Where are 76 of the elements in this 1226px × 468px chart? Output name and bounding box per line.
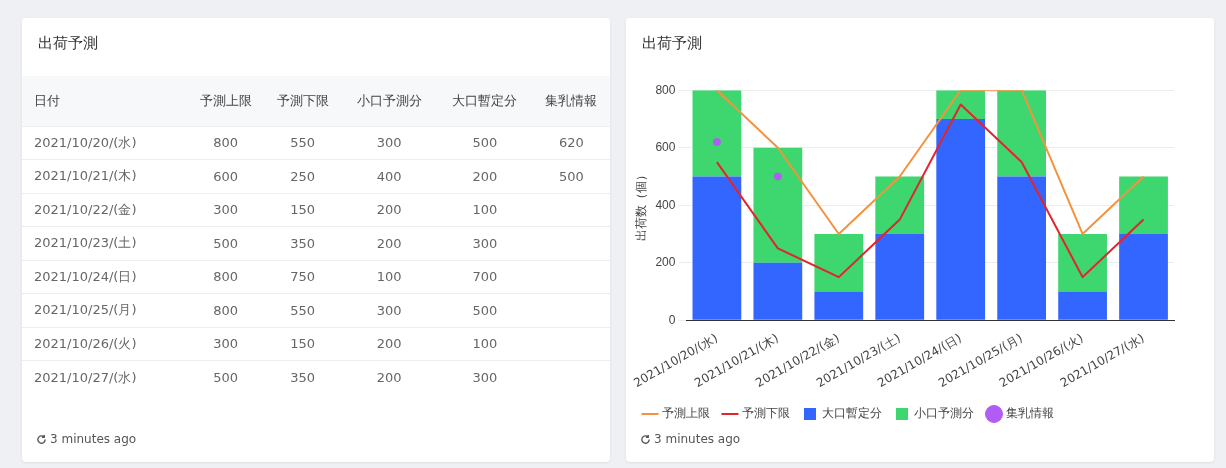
text: 小口予測分 [341,76,438,126]
bar [814,291,864,320]
category-label: 2021/10/22/(金) [22,193,187,227]
data-label: 350 [264,360,342,394]
data-label: 350 [264,226,342,260]
data-label: 200 [341,226,438,260]
bar [692,90,742,177]
bar [997,90,1047,177]
data-label: 500 [437,126,533,160]
text: 大口暫定分 [437,76,533,126]
data-label: 250 [264,159,342,193]
data-label: 200 [341,327,438,361]
bar [1058,233,1107,292]
category-label: 2021/10/24/(日) [22,260,187,294]
data-label: 800 [186,293,265,327]
data-label: 200 [341,360,438,394]
data-label: 100 [341,260,438,294]
bar [753,262,803,320]
y-tick-label: 200 [655,255,676,270]
data-label: 750 [264,260,342,294]
text: 3 minutes ago [50,432,137,446]
y-tick-label: 400 [655,197,676,212]
y-axis-title: 出荷数（個） [633,169,648,242]
bar [936,118,986,320]
legend-label: 予測上限 [662,406,710,421]
data-label: 500 [186,226,265,260]
data-label: 100 [437,327,533,361]
data-label: 500 [532,159,610,193]
data-label: 500 [437,293,533,327]
data-label: 300 [437,226,533,260]
chart-title: 出荷予測 [642,34,702,53]
data-label: 800 [186,126,265,160]
bar [1119,233,1168,320]
data-label: 550 [264,293,342,327]
data-label: 700 [437,260,533,294]
data-label: 800 [186,260,265,294]
category-label: 2021/10/20/(水) [22,126,187,160]
data-label: 400 [341,159,438,193]
text: 予測下限 [264,76,342,126]
data-label: 620 [532,126,610,160]
data-label: 550 [264,126,342,160]
y-tick-label: 600 [655,140,676,155]
text: 3 minutes ago [654,432,741,446]
legend-label: 大口暫定分 [822,406,882,421]
bar [1058,291,1107,320]
data-label: 300 [186,193,265,227]
legend-label: 小口予測分 [914,406,974,421]
bar [814,233,864,292]
data-label: 600 [186,159,265,193]
data-label: 150 [264,327,342,361]
data-label: 100 [437,193,533,227]
data-label: 300 [186,327,265,361]
data-label: 300 [437,360,533,394]
data-label: 300 [341,293,438,327]
text: 集乳情報 [532,76,610,126]
legend-label: 予測下限 [742,406,790,421]
data-label: 300 [341,126,438,160]
data-label: 200 [437,159,533,193]
category-label: 2021/10/23/(土) [22,226,187,260]
category-label: 2021/10/21/(木) [22,159,187,193]
data-label: 150 [264,193,342,227]
series-label: 予測上限 [186,76,265,126]
data-label: 500 [186,360,265,394]
legend-label: 集乳情報 [1006,406,1054,421]
data-label: 200 [341,193,438,227]
category-label: 2021/10/25/(月) [22,293,187,327]
y-tick-label: 800 [655,82,676,97]
text: 出荷予測 [38,34,98,53]
bar [997,176,1047,320]
bar [875,233,925,320]
bar [1119,176,1168,234]
bar [875,176,925,234]
y-tick-label: 0 [668,312,676,327]
bar [753,147,803,263]
bar [692,176,742,320]
text: 日付 [22,76,187,126]
